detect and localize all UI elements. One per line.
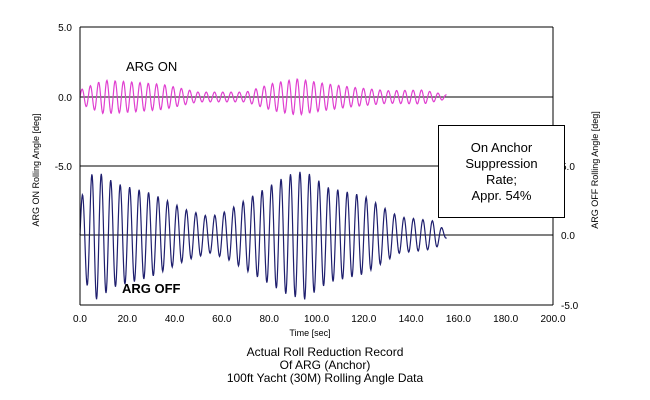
x-tick-label: 80.0 <box>259 314 279 325</box>
chart-title-line-2: Of ARG (Anchor) <box>279 358 371 372</box>
x-tick-label: 100.0 <box>304 314 329 325</box>
right-tick-label: 5.0 <box>561 162 575 173</box>
left-tick-label: 0.0 <box>58 93 72 104</box>
x-tick-labels: 0.0 20.0 40.0 60.0 80.0 100.0 120.0 140.0 160.0 1… <box>73 314 566 325</box>
x-tick-label: 60.0 <box>212 314 232 325</box>
left-tick-labels: 5.0 0.0 -5.0 <box>55 23 73 173</box>
chart-title-line-1: Actual Roll Reduction Record <box>246 345 404 359</box>
annotation-line: Rate; <box>485 171 518 187</box>
x-tick-label: 0.0 <box>73 314 87 325</box>
chart-title-line-3: 100ft Yacht (30M) Rolling Angle Data <box>226 371 424 385</box>
left-axis-label: ARG ON Rolling Angle [deg] <box>31 113 41 226</box>
series-label-arg-off: ARG OFF <box>122 281 181 296</box>
x-tick-label: 200.0 <box>540 314 565 325</box>
x-tick-label: 180.0 <box>493 314 518 325</box>
series-line-arg-off <box>79 171 447 300</box>
right-tick-label: 0.0 <box>561 231 575 242</box>
suppression-rate-annotation: On Anchor Suppression Rate; Appr. 54% <box>438 125 565 218</box>
right-tick-label: -5.0 <box>561 301 579 312</box>
x-tick-label: 160.0 <box>446 314 471 325</box>
series-line-arg-on <box>79 78 447 117</box>
left-tick-label: -5.0 <box>55 162 73 173</box>
right-axis-label: ARG OFF Rolling Angle [deg] <box>590 111 600 229</box>
x-tick-label: 20.0 <box>118 314 138 325</box>
series-curves <box>79 78 447 300</box>
x-tick-label: 140.0 <box>399 314 424 325</box>
annotation-line: On Anchor <box>470 139 533 155</box>
left-tick-label: 5.0 <box>58 23 72 34</box>
x-axis-label: Time [sec] <box>289 328 330 338</box>
annotation-line: Appr. 54% <box>471 187 532 203</box>
series-label-arg-on: ARG ON <box>126 59 177 74</box>
annotation-line: Suppression <box>465 155 538 171</box>
right-tick-labels: 5.0 0.0 -5.0 <box>561 162 579 312</box>
x-tick-label: 40.0 <box>165 314 185 325</box>
x-tick-label: 120.0 <box>351 314 376 325</box>
